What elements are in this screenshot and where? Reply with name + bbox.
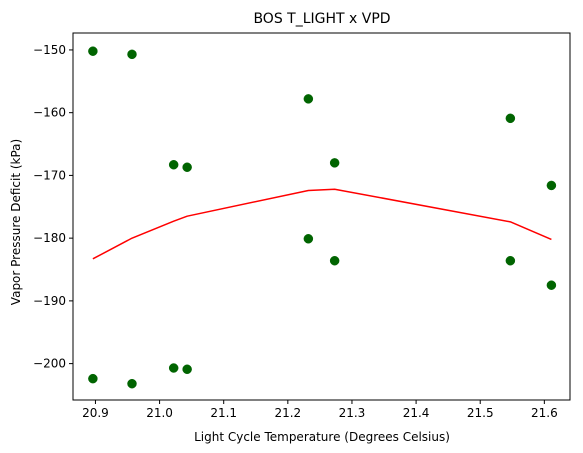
x-tick-label: 20.9 [82, 406, 109, 420]
data-point [303, 234, 314, 244]
data-point [329, 255, 340, 266]
data-point [505, 255, 516, 266]
y-tick-label: −150 [33, 43, 66, 57]
data-point [182, 364, 192, 375]
chart-title: BOS T_LIGHT x VPD [253, 11, 390, 27]
x-axis-label: Light Cycle Temperature (Degrees Celsius… [194, 430, 450, 444]
data-point [127, 49, 137, 60]
data-point [168, 363, 179, 373]
x-tick-label: 21.3 [339, 406, 366, 420]
data-point [168, 159, 179, 170]
x-tick-label: 21.6 [531, 406, 558, 420]
x-axis-ticks: 20.9 21.0 21.1 21.2 21.3 21.4 21.5 21.6 [82, 400, 558, 420]
y-tick-label: −170 [33, 168, 66, 182]
data-point [88, 46, 98, 56]
scatter-points-layer [88, 46, 557, 389]
x-tick-label: 21.2 [274, 406, 301, 420]
y-tick-label: −180 [33, 231, 66, 245]
data-point [303, 94, 314, 104]
data-point [127, 378, 137, 389]
y-tick-label: −190 [33, 294, 66, 308]
trend-line [92, 188, 552, 260]
y-axis-label: Vapor Pressure Deficit (kPa) [9, 139, 23, 305]
data-point [546, 280, 557, 290]
axes-border [72, 32, 571, 401]
axes-frame [72, 32, 571, 401]
x-tick-label: 21.5 [467, 406, 494, 420]
y-axis-ticks: −150 −160 −170 −180 −190 −200 [33, 43, 73, 371]
x-tick-label: 21.1 [210, 406, 237, 420]
y-tick-label: −200 [33, 357, 66, 371]
plot-area [73, 33, 570, 400]
data-point [88, 373, 98, 384]
data-point [182, 162, 192, 173]
data-point [505, 113, 516, 124]
x-tick-label: 21.4 [403, 406, 430, 420]
fit-line-layer [92, 188, 552, 260]
x-tick-label: 21.0 [146, 406, 173, 420]
y-tick-label: −160 [33, 106, 66, 120]
plot-background [73, 33, 570, 400]
data-point [329, 158, 340, 168]
data-point [546, 180, 557, 191]
